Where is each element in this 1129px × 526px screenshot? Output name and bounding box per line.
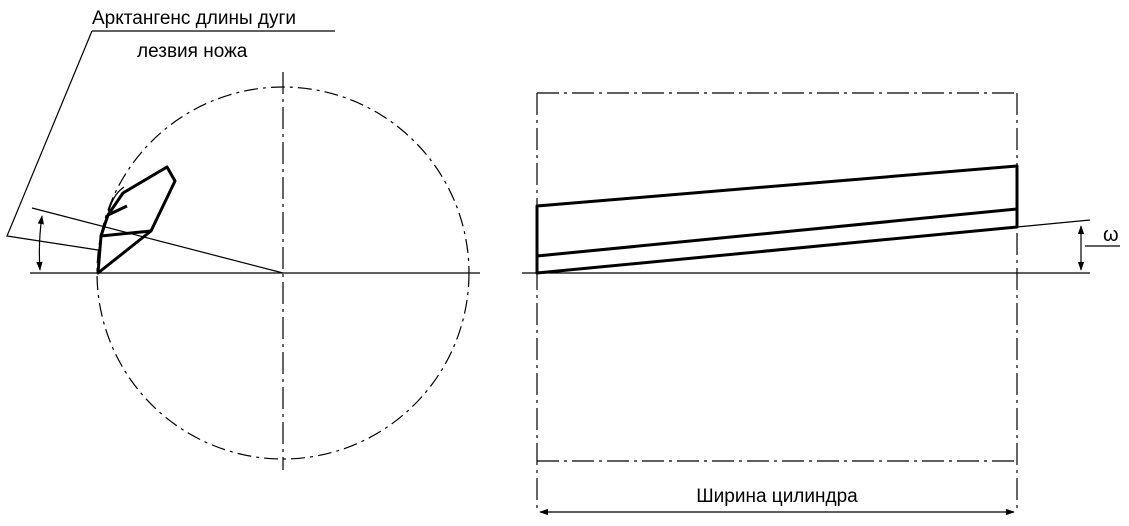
cylinder-side-view: ω Ширина цилиндра bbox=[522, 92, 1120, 516]
blade-tip-arc bbox=[107, 186, 125, 216]
blade-strip-inner-line bbox=[536, 207, 1018, 258]
blade-strip-outline bbox=[535, 164, 1019, 275]
blade-cutting-edge bbox=[100, 229, 152, 238]
blade-strip bbox=[535, 164, 1019, 275]
knife-blade bbox=[96, 165, 177, 275]
omega-extension-line bbox=[1016, 219, 1091, 228]
arc-angle-radial-line bbox=[31, 207, 284, 274]
cylinder-width-label: Ширина цилиндра bbox=[696, 486, 858, 507]
blade-outline bbox=[96, 165, 177, 275]
omega-label: ω bbox=[1103, 224, 1119, 246]
callout-leader-line bbox=[6, 30, 99, 251]
arc-angle-dimension bbox=[36, 215, 44, 271]
arc-callout-label-line2: лезвия ножа bbox=[137, 41, 248, 62]
arc-callout-label-line1: Арктангенс длины дуги bbox=[92, 8, 296, 29]
blade-inner-edge bbox=[107, 204, 128, 217]
cylinder-end-view: Арктангенс длины дуги лезвия ножа bbox=[6, 8, 480, 470]
